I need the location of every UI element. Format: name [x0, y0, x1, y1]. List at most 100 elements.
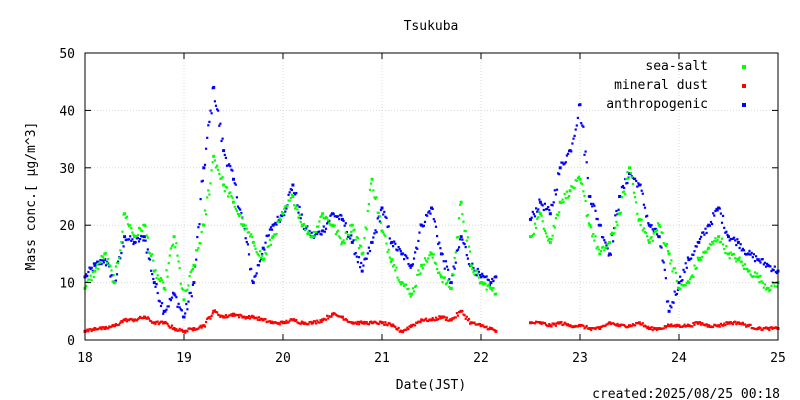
data-point: [410, 263, 414, 267]
data-point: [383, 210, 386, 213]
data-point: [659, 245, 662, 248]
data-point: [168, 297, 171, 301]
data-point: [124, 238, 127, 242]
data-point: [114, 265, 117, 268]
data-point: [592, 202, 595, 206]
data-point: [693, 250, 696, 253]
data-point: [103, 252, 107, 256]
data-point: [590, 202, 593, 205]
data-point: [112, 274, 115, 277]
data-point: [159, 304, 163, 308]
data-point: [181, 330, 185, 333]
data-point: [739, 260, 742, 263]
data-point: [265, 253, 268, 256]
data-point: [176, 254, 179, 257]
data-point: [277, 220, 280, 223]
data-point: [401, 282, 405, 285]
data-point: [205, 320, 208, 324]
data-point: [676, 324, 680, 328]
data-point: [647, 325, 650, 328]
data-point: [673, 324, 676, 327]
data-point: [319, 215, 322, 219]
data-point: [428, 254, 431, 257]
data-point: [642, 227, 645, 230]
data-point: [208, 316, 211, 319]
data-point: [205, 213, 208, 216]
data-point: [700, 235, 703, 238]
data-point: [261, 318, 264, 321]
data-point: [142, 235, 146, 239]
data-point: [108, 325, 111, 328]
created-timestamp: created:2025/08/25 00:18: [592, 387, 780, 400]
legend-swatch: [742, 84, 746, 88]
data-point: [304, 228, 307, 231]
data-point: [544, 232, 548, 235]
data-point: [466, 236, 469, 239]
data-point: [607, 321, 610, 325]
data-point: [766, 263, 770, 267]
data-point: [395, 266, 398, 269]
data-point: [235, 196, 238, 199]
data-point: [177, 329, 180, 332]
data-point: [353, 253, 356, 256]
data-point: [461, 213, 464, 216]
data-point: [172, 327, 175, 331]
data-point: [136, 233, 139, 237]
data-point: [409, 266, 412, 269]
data-point: [354, 321, 357, 324]
data-point: [705, 251, 708, 254]
data-point: [762, 286, 765, 289]
data-point: [740, 323, 743, 326]
data-point: [700, 323, 703, 326]
data-point: [232, 177, 235, 181]
data-point: [550, 238, 553, 241]
data-point: [386, 251, 389, 254]
data-point: [97, 267, 100, 271]
data-point: [541, 204, 544, 207]
data-point: [719, 240, 722, 243]
data-point: [337, 215, 340, 218]
data-point: [122, 245, 125, 248]
legend-swatch: [742, 103, 746, 107]
data-point: [156, 274, 159, 277]
data-point: [363, 320, 366, 324]
data-point: [716, 209, 719, 212]
data-point: [401, 252, 405, 255]
data-point: [646, 326, 649, 330]
data-point: [89, 267, 92, 271]
data-point: [558, 322, 561, 325]
legend-label: sea-salt: [645, 59, 708, 74]
data-point: [582, 190, 585, 193]
data-point: [296, 208, 299, 211]
data-point: [345, 319, 348, 322]
data-point: [473, 273, 476, 276]
data-point: [175, 242, 178, 245]
data-point: [768, 328, 771, 332]
data-point: [616, 224, 619, 227]
data-point: [482, 324, 485, 327]
data-point: [484, 282, 487, 285]
data-point: [191, 329, 194, 332]
data-point: [411, 263, 414, 266]
data-point: [357, 256, 361, 259]
data-point: [566, 323, 570, 326]
data-point: [401, 331, 405, 334]
data-point: [423, 257, 427, 260]
data-point: [403, 258, 406, 261]
data-point: [494, 329, 498, 333]
data-point: [180, 309, 183, 312]
x-tick-label: 19: [176, 351, 192, 366]
data-point: [362, 251, 365, 254]
data-point: [764, 265, 768, 268]
data-point: [121, 320, 124, 324]
data-point: [145, 251, 148, 254]
data-point: [596, 245, 599, 248]
data-point: [722, 324, 725, 327]
data-point: [91, 270, 94, 274]
data-point: [120, 251, 123, 255]
data-point: [548, 240, 552, 244]
data-point: [701, 321, 704, 325]
data-point: [315, 230, 318, 234]
data-point: [662, 261, 665, 264]
data-point: [753, 260, 757, 263]
